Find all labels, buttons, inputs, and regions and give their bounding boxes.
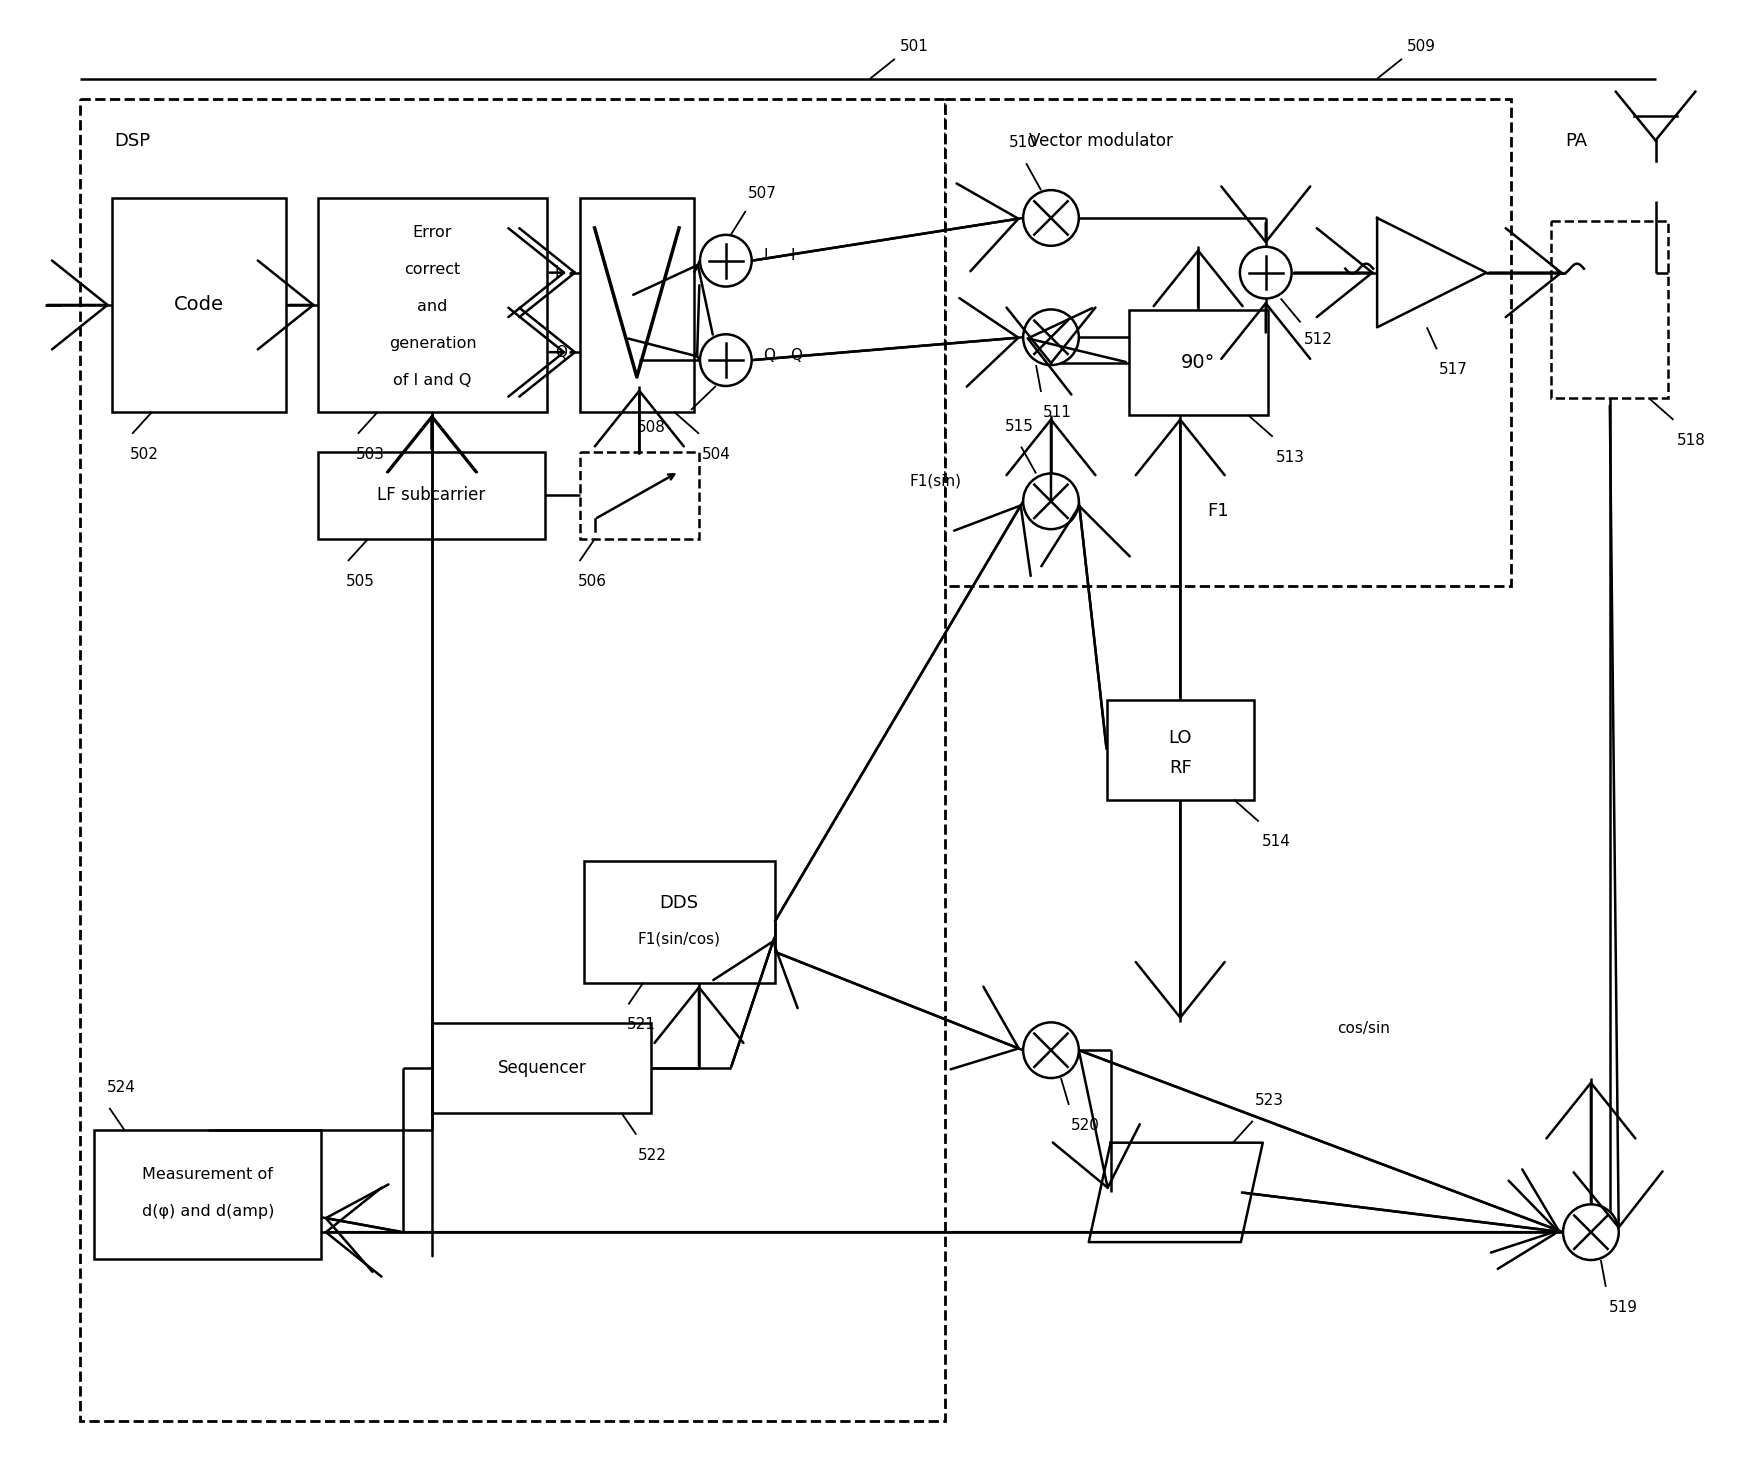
Text: LF subcarrier: LF subcarrier bbox=[378, 486, 486, 504]
Bar bbox=[319, 197, 547, 412]
Text: d(φ) and d(amp): d(φ) and d(amp) bbox=[141, 1203, 273, 1218]
Bar bbox=[580, 197, 693, 412]
Text: Q: Q bbox=[763, 348, 775, 362]
Text: 523: 523 bbox=[1254, 1093, 1284, 1108]
Text: PA: PA bbox=[1564, 133, 1587, 150]
Text: 503: 503 bbox=[355, 446, 385, 461]
Text: I: I bbox=[791, 249, 794, 264]
Text: 515: 515 bbox=[1005, 418, 1033, 433]
Circle shape bbox=[1023, 190, 1078, 246]
Bar bbox=[580, 452, 699, 539]
Text: 504: 504 bbox=[702, 446, 732, 461]
Bar bbox=[1129, 311, 1268, 415]
Text: generation: generation bbox=[388, 336, 476, 351]
Text: 520: 520 bbox=[1071, 1118, 1099, 1133]
Circle shape bbox=[700, 334, 753, 386]
Text: 517: 517 bbox=[1439, 362, 1469, 377]
Text: 522: 522 bbox=[638, 1147, 667, 1162]
Text: 524: 524 bbox=[108, 1080, 136, 1094]
Bar bbox=[1106, 700, 1254, 800]
Bar bbox=[319, 452, 545, 539]
Text: DDS: DDS bbox=[660, 894, 699, 912]
Bar bbox=[94, 1130, 321, 1259]
Text: Q: Q bbox=[791, 348, 803, 362]
Text: 508: 508 bbox=[638, 420, 665, 435]
Text: 519: 519 bbox=[1610, 1299, 1637, 1315]
Text: Sequencer: Sequencer bbox=[498, 1059, 587, 1077]
Bar bbox=[111, 197, 286, 412]
Bar bbox=[432, 1024, 652, 1114]
Bar bbox=[80, 99, 944, 1421]
Text: 518: 518 bbox=[1676, 433, 1705, 448]
Text: I: I bbox=[554, 265, 559, 280]
Text: 512: 512 bbox=[1303, 333, 1333, 348]
Text: 513: 513 bbox=[1275, 449, 1305, 464]
Text: Measurement of: Measurement of bbox=[143, 1167, 273, 1181]
Text: F1(sin): F1(sin) bbox=[909, 474, 962, 489]
Circle shape bbox=[1023, 473, 1078, 529]
Bar bbox=[584, 862, 775, 982]
Polygon shape bbox=[1089, 1143, 1263, 1242]
Circle shape bbox=[1023, 309, 1078, 365]
Text: Vector modulator: Vector modulator bbox=[1030, 133, 1172, 150]
Text: LO: LO bbox=[1169, 729, 1192, 747]
Text: 501: 501 bbox=[901, 38, 928, 55]
Polygon shape bbox=[1378, 218, 1486, 327]
Text: 90°: 90° bbox=[1181, 354, 1216, 373]
Bar bbox=[944, 99, 1512, 586]
Text: 507: 507 bbox=[747, 186, 777, 200]
Text: of I and Q: of I and Q bbox=[394, 373, 472, 387]
Text: Q: Q bbox=[554, 345, 566, 359]
Circle shape bbox=[1023, 1022, 1078, 1078]
Text: 505: 505 bbox=[347, 574, 375, 589]
Text: I: I bbox=[763, 249, 768, 264]
Text: 509: 509 bbox=[1408, 38, 1435, 55]
Circle shape bbox=[700, 234, 753, 287]
Text: DSP: DSP bbox=[115, 133, 150, 150]
Text: correct: correct bbox=[404, 262, 460, 277]
Text: and: and bbox=[418, 299, 448, 314]
Text: Error: Error bbox=[413, 225, 453, 240]
Bar bbox=[1550, 221, 1669, 398]
Text: cos/sin: cos/sin bbox=[1338, 1021, 1390, 1036]
Text: 514: 514 bbox=[1261, 834, 1291, 850]
Text: 511: 511 bbox=[1043, 405, 1071, 420]
Circle shape bbox=[1240, 247, 1291, 299]
Text: 502: 502 bbox=[131, 446, 159, 461]
Text: 510: 510 bbox=[1009, 136, 1038, 150]
Text: Code: Code bbox=[174, 296, 225, 314]
Text: F1: F1 bbox=[1207, 502, 1228, 520]
Text: 521: 521 bbox=[627, 1018, 655, 1033]
Circle shape bbox=[1563, 1205, 1618, 1259]
Text: 506: 506 bbox=[578, 574, 606, 589]
Text: F1(sin/cos): F1(sin/cos) bbox=[638, 931, 721, 946]
Text: RF: RF bbox=[1169, 759, 1192, 776]
